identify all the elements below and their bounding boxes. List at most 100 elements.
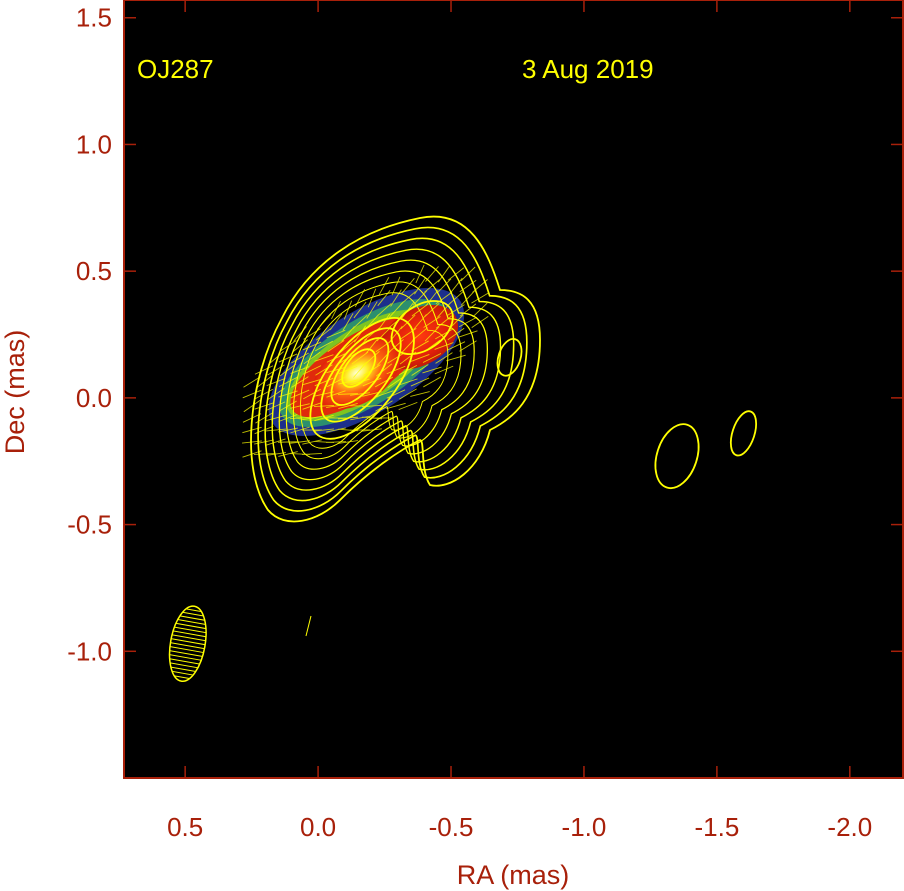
evpa-vector: [398, 401, 418, 411]
beam-hatch-line: [169, 637, 208, 646]
x-tick-label: -1.0: [562, 812, 607, 842]
evpa-vector: [325, 441, 347, 443]
evpa-vector: [278, 353, 298, 363]
evpa-vector: [302, 365, 322, 375]
evpa-vector: [460, 290, 476, 306]
evpa-vector: [375, 363, 393, 377]
contour-core: [309, 316, 415, 440]
beam-hatch-line: [167, 645, 206, 654]
contour-island: [496, 338, 523, 377]
evpa-vector: [364, 350, 380, 366]
intensity-contours: [250, 215, 758, 523]
evpa-vector: [472, 302, 488, 318]
evpa-vector: [391, 276, 401, 296]
evpa-vector: [362, 377, 382, 387]
evpa-vector: [303, 388, 321, 400]
evpa-vector: [291, 376, 309, 388]
evpa-vector: [326, 390, 346, 398]
evpa-vector: [390, 289, 402, 307]
evpa-vector: [435, 352, 453, 364]
evpa-vector: [341, 326, 355, 342]
evpa-vector: [410, 391, 430, 397]
evpa-vector: [303, 351, 321, 365]
evpa-vector: [447, 267, 465, 281]
beam-hatch-line: [168, 641, 207, 650]
evpa-vector: [254, 388, 274, 400]
x-tick-label: 0.0: [300, 812, 336, 842]
y-tick-label: 0.0: [76, 383, 112, 413]
evpa-vector: [302, 415, 322, 421]
evpa-vector: [352, 314, 368, 330]
evpa-vector: [422, 366, 442, 374]
evpa-vector: [266, 428, 286, 432]
evpa-vector: [302, 341, 322, 351]
evpa-vector: [376, 302, 392, 318]
evpa-vector: [338, 403, 358, 409]
evpa-vector: [449, 277, 463, 295]
evpa-vector: [400, 338, 416, 354]
evpa-vector: [424, 279, 440, 293]
beam-hatch-line: [166, 653, 205, 662]
evpa-vector: [353, 301, 367, 319]
beam-hatch-line: [164, 661, 204, 670]
evpa-vector: [302, 378, 322, 386]
evpa-vector: [340, 339, 356, 353]
evpa-vector: [446, 341, 466, 351]
evpa-vector: [400, 291, 416, 305]
evpa-vector: [401, 278, 415, 294]
evpa-vector: [362, 428, 382, 432]
evpa-vector: [458, 330, 478, 338]
evpa-vector: [367, 288, 377, 308]
evpa-vector: [254, 365, 274, 375]
evpa-vector: [436, 278, 452, 294]
evpa-vector: [398, 364, 418, 376]
beam-hatch-line: [171, 622, 211, 630]
contour-island: [654, 423, 700, 490]
evpa-vector: [291, 339, 309, 353]
x-tick-label: -1.5: [694, 812, 739, 842]
evpa-vector: [399, 388, 417, 400]
plot-area: [124, 0, 903, 778]
evpa-vector: [353, 325, 367, 343]
y-tick-label: 0.5: [76, 256, 112, 286]
evpa-vector: [326, 329, 346, 339]
evpa-vector: [386, 365, 406, 375]
evpa-vector: [254, 402, 274, 410]
evpa-vector: [351, 351, 369, 365]
evpa-vector: [327, 339, 345, 353]
evpa-vector: [243, 376, 261, 388]
evpa-vector: [277, 441, 299, 443]
evpa-vector: [412, 290, 428, 306]
evpa-vector: [353, 362, 367, 378]
contour-knot: [390, 300, 454, 355]
y-tick-label: 1.5: [76, 3, 112, 33]
y-axis-title: Dec (mas): [0, 330, 30, 455]
evpa-vector: [266, 438, 286, 446]
evpa-vector: [343, 300, 353, 320]
evpa-vector: [386, 402, 406, 410]
evpa-vector: [414, 277, 426, 295]
contour-core: [330, 337, 390, 406]
evpa-vector: [313, 404, 335, 408]
contour-level: [278, 259, 489, 481]
evpa-vector: [458, 316, 478, 328]
evpa-vector: [410, 354, 430, 362]
beam-hatch-line: [165, 657, 204, 666]
evpa-vector: [291, 352, 309, 364]
evpa-vector: [314, 391, 334, 397]
evpa-vector: [459, 303, 477, 317]
evpa-vector: [411, 364, 429, 376]
y-tick-label: 1.0: [76, 129, 112, 159]
evpa-vector: [365, 337, 379, 355]
evpa-vector: [410, 377, 430, 387]
evpa-vector: [242, 389, 262, 399]
beam-hatch-line: [170, 629, 209, 638]
evpa-vector: [413, 314, 427, 330]
evpa-vector: [279, 363, 297, 377]
axis-ticks: [124, 0, 903, 778]
evpa-vector: [375, 339, 393, 353]
evpa-vector: [290, 426, 310, 434]
evpa-vector: [342, 313, 354, 331]
evpa-vector: [314, 428, 334, 432]
